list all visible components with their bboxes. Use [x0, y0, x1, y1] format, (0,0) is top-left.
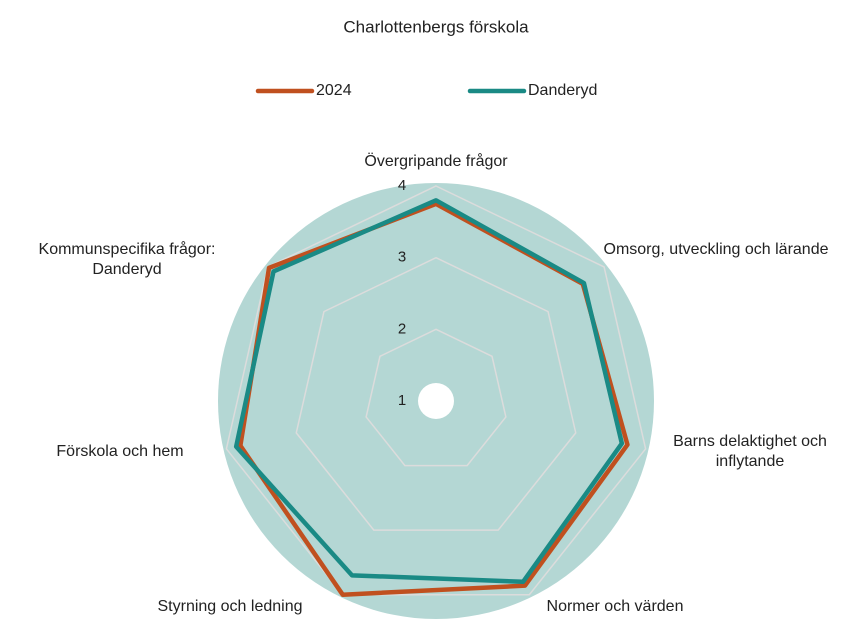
series-line	[233, 198, 625, 585]
legend-label: 2024	[316, 82, 352, 99]
r-tick-label: 3	[398, 249, 406, 266]
axis-label: Omsorg, utveckling och lärande	[603, 241, 829, 258]
grid-line	[365, 328, 507, 467]
axis-label: Övergripande frågor	[364, 153, 508, 170]
r-tick-label: 1	[398, 392, 406, 409]
center-hole	[418, 383, 454, 419]
grid-line	[295, 256, 577, 531]
r-tick-label: 4	[398, 177, 406, 194]
axis-label: Barns delaktighet och inflytande	[673, 433, 827, 470]
axis-label: Normer och värden	[546, 598, 684, 615]
axis-label: Styrning och ledning	[157, 598, 303, 615]
grid-line	[225, 185, 647, 596]
chart-title: Charlottenbergs förskola	[343, 17, 529, 36]
legend-label: Danderyd	[528, 82, 597, 99]
r-tick-label: 2	[398, 320, 406, 337]
axis-label: Kommunspecifika frågor: Danderyd	[38, 241, 216, 278]
axis-label: Förskola och hem	[56, 443, 184, 460]
